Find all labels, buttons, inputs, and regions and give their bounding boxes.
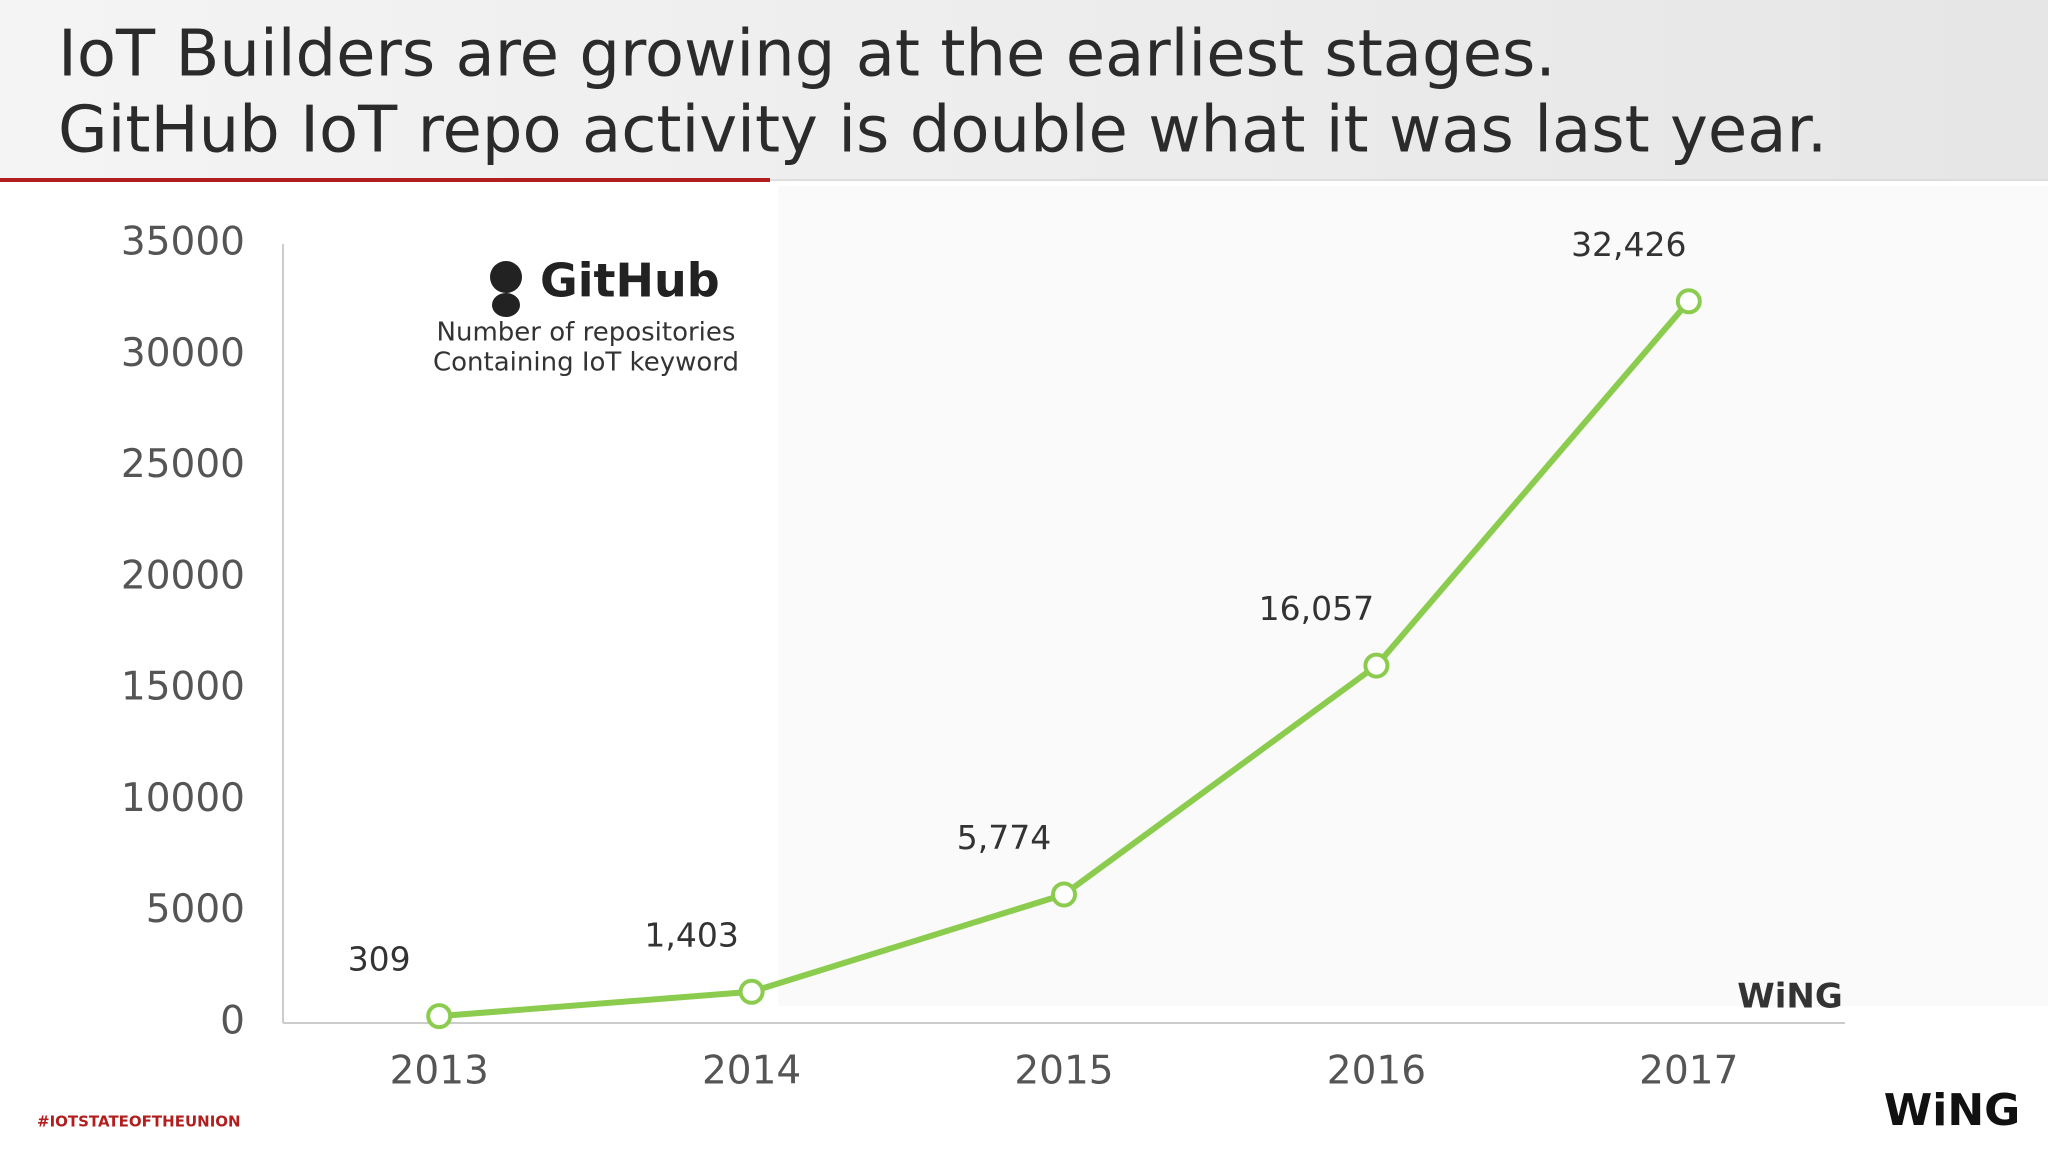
annotation: Containing IoT keyword [433,348,739,378]
x-tick-label: 2017 [1639,1049,1738,1094]
data-label: 309 [348,940,411,979]
x-tick-label: 2013 [390,1049,489,1094]
y-tick-label: 25000 [121,442,245,487]
octocat [492,293,520,317]
x-tick-label: 2015 [1014,1049,1113,1094]
y-tick-label: 20000 [121,553,245,598]
data-point [1363,652,1390,679]
annotation: Number of repositories [437,318,736,348]
y-tick-label: 10000 [121,776,245,821]
background-screenshot [778,186,2048,1006]
hashtag: #IOTSTATEOFTHEUNION [37,1113,241,1131]
logo-text: GitHub [540,254,720,308]
data-point [1051,881,1077,908]
y-tick-label: 5000 [146,887,245,932]
x-tick-label: 2014 [702,1049,801,1094]
header-rule [0,178,770,182]
octocat [490,261,522,293]
y-tick-label: 0 [220,999,245,1044]
header-rule-grey [770,179,2048,181]
data-label: 5,774 [957,818,1051,857]
data-point [738,978,765,1005]
brand-logo: WiNG [1884,1085,2021,1136]
y-tick-label: 30000 [121,331,245,376]
header-bg [0,0,2048,180]
data-label: 16,057 [1259,589,1374,628]
data-label: 32,426 [1571,225,1686,264]
y-tick-label: 15000 [121,665,245,710]
y-tick-label: 35000 [121,220,245,265]
data-label: 1,403 [644,915,738,954]
title-line: GitHub IoT repo activity is double what … [58,94,1827,168]
x-tick-label: 2016 [1327,1049,1426,1094]
brand-mark: WiNG [1737,977,1843,1017]
github-logo: GitHub [490,254,720,317]
data-point [426,1003,453,1030]
data-point [1675,288,1702,315]
title-line: IoT Builders are growing at the earliest… [58,18,1556,92]
